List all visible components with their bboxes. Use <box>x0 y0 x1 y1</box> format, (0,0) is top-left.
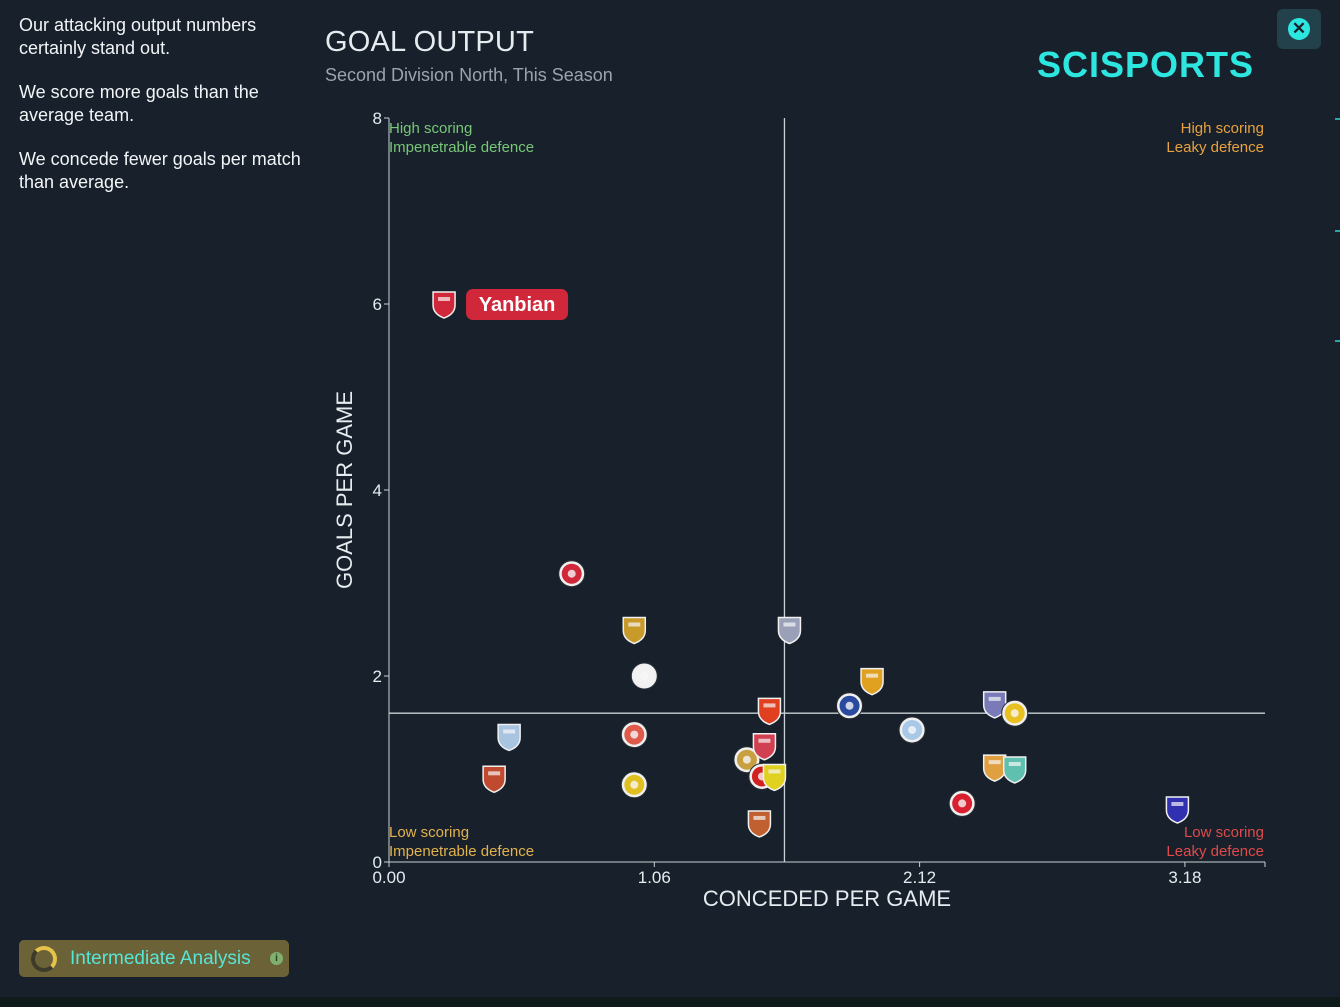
quadrant-label-top-left-2: Impenetrable defence <box>389 139 534 156</box>
team-badge[interactable] <box>982 754 1007 782</box>
x-tick-label: 1.06 <box>638 868 671 887</box>
team-badge[interactable] <box>762 763 787 792</box>
team-badge[interactable] <box>497 723 521 752</box>
x-tick-label: 2.12 <box>903 868 936 887</box>
team-badge[interactable] <box>860 667 884 696</box>
x-axis-label: CONCEDED PER GAME <box>703 886 951 911</box>
team-badge[interactable] <box>752 733 777 761</box>
scisports-logo: SCISPORTS <box>1037 44 1255 85</box>
y-tick-label: 2 <box>373 667 382 686</box>
team-badge-highlighted[interactable] <box>432 291 456 319</box>
x-tick-label: 3.18 <box>1168 868 1201 887</box>
y-tick-label: 6 <box>373 295 382 314</box>
scroll-marker <box>1335 230 1340 232</box>
y-axis-label: GOALS PER GAME <box>332 391 357 589</box>
close-icon: ✕ <box>1288 18 1310 40</box>
team-badge[interactable] <box>1165 796 1190 824</box>
close-button[interactable]: ✕ <box>1277 9 1321 49</box>
team-badge[interactable] <box>777 616 802 645</box>
team-badge[interactable] <box>622 616 647 645</box>
y-tick-label: 8 <box>373 109 382 128</box>
team-badge[interactable] <box>630 662 658 690</box>
intermediate-analysis-button[interactable]: Intermediate Analysis i <box>19 940 289 977</box>
x-tick-label: 0.00 <box>372 868 405 887</box>
scroll-marker <box>1335 340 1340 342</box>
quadrant-label-bottom-right-1: Low scoring <box>1184 824 1264 841</box>
quadrant-label-bottom-left-1: Low scoring <box>389 824 469 841</box>
y-tick-label: 4 <box>373 481 382 500</box>
team-badge[interactable] <box>620 771 648 799</box>
page-title: GOAL OUTPUT <box>325 26 534 58</box>
progress-ring-icon <box>31 945 57 972</box>
page-subtitle: Second Division North, This Season <box>325 65 613 85</box>
team-badge[interactable] <box>620 721 648 749</box>
bottom-bar <box>0 997 1340 1007</box>
quadrant-label-top-left-1: High scoring <box>389 120 472 137</box>
team-badge[interactable] <box>898 716 926 744</box>
quadrant-label-top-right-2: Leaky defence <box>1166 139 1264 156</box>
team-badge[interactable] <box>836 692 864 720</box>
insight-text: Our attacking output numbers certainly s… <box>19 14 304 215</box>
insight-paragraph-2: We score more goals than the average tea… <box>19 82 259 125</box>
y-tick-label: 0 <box>373 853 382 872</box>
quadrant-label-top-right-1: High scoring <box>1181 120 1264 137</box>
quadrant-label-bottom-right-2: Leaky defence <box>1166 843 1264 860</box>
highlight-label: Yanbian <box>479 294 556 316</box>
quadrant-label-bottom-left-2: Impenetrable defence <box>389 843 534 860</box>
team-badge[interactable] <box>1001 699 1029 727</box>
highlight-label-bg <box>466 289 569 320</box>
team-badge[interactable] <box>757 697 782 726</box>
team-badge[interactable] <box>747 810 772 838</box>
team-badge[interactable] <box>558 560 586 588</box>
info-icon[interactable]: i <box>270 952 283 965</box>
team-badge[interactable] <box>948 789 976 817</box>
team-badge[interactable] <box>482 765 506 794</box>
insight-paragraph-3: We concede fewer goals per match than av… <box>19 149 301 192</box>
insight-paragraph-1: Our attacking output numbers certainly s… <box>19 15 257 58</box>
scroll-marker <box>1335 118 1340 120</box>
analysis-label: Intermediate Analysis <box>70 947 251 969</box>
team-badge[interactable] <box>1002 756 1027 784</box>
